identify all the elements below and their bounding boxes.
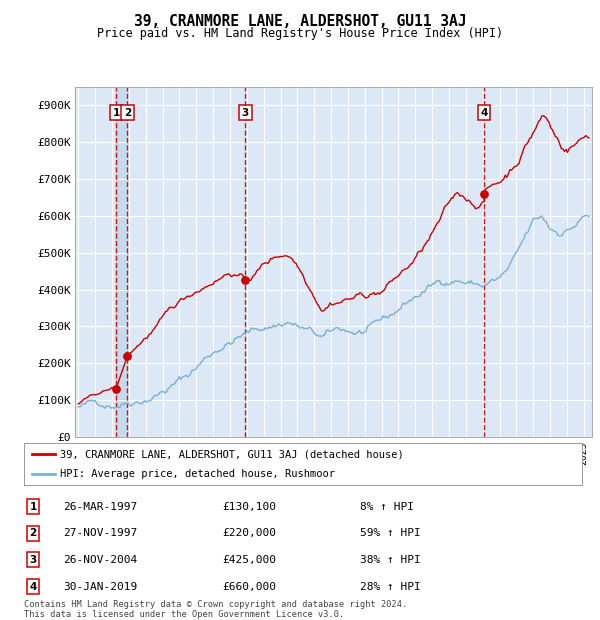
Text: £220,000: £220,000 xyxy=(222,528,276,538)
Text: Contains HM Land Registry data © Crown copyright and database right 2024.
This d: Contains HM Land Registry data © Crown c… xyxy=(24,600,407,619)
Text: 28% ↑ HPI: 28% ↑ HPI xyxy=(360,582,421,591)
Point xyxy=(111,384,121,394)
Text: 26-NOV-2004: 26-NOV-2004 xyxy=(63,555,137,565)
Text: £130,100: £130,100 xyxy=(222,502,276,512)
Text: Price paid vs. HM Land Registry's House Price Index (HPI): Price paid vs. HM Land Registry's House … xyxy=(97,27,503,40)
Text: 30-JAN-2019: 30-JAN-2019 xyxy=(63,582,137,591)
Text: 3: 3 xyxy=(29,555,37,565)
Text: 2: 2 xyxy=(124,108,131,118)
Point xyxy=(122,351,132,361)
Text: 38% ↑ HPI: 38% ↑ HPI xyxy=(360,555,421,565)
Text: 8% ↑ HPI: 8% ↑ HPI xyxy=(360,502,414,512)
Point xyxy=(479,188,489,198)
Text: 27-NOV-1997: 27-NOV-1997 xyxy=(63,528,137,538)
Text: 4: 4 xyxy=(29,582,37,591)
Bar xyxy=(116,87,127,437)
Text: £425,000: £425,000 xyxy=(222,555,276,565)
Text: 39, CRANMORE LANE, ALDERSHOT, GU11 3AJ (detached house): 39, CRANMORE LANE, ALDERSHOT, GU11 3AJ (… xyxy=(60,450,404,459)
Text: 2: 2 xyxy=(29,528,37,538)
Text: HPI: Average price, detached house, Rushmoor: HPI: Average price, detached house, Rush… xyxy=(60,469,335,479)
Text: 1: 1 xyxy=(112,108,119,118)
Text: 3: 3 xyxy=(242,108,249,118)
Point xyxy=(241,275,250,285)
Text: 1: 1 xyxy=(29,502,37,512)
Text: 59% ↑ HPI: 59% ↑ HPI xyxy=(360,528,421,538)
Text: 39, CRANMORE LANE, ALDERSHOT, GU11 3AJ: 39, CRANMORE LANE, ALDERSHOT, GU11 3AJ xyxy=(134,14,466,29)
Text: 26-MAR-1997: 26-MAR-1997 xyxy=(63,502,137,512)
Text: 4: 4 xyxy=(481,108,488,118)
Text: £660,000: £660,000 xyxy=(222,582,276,591)
